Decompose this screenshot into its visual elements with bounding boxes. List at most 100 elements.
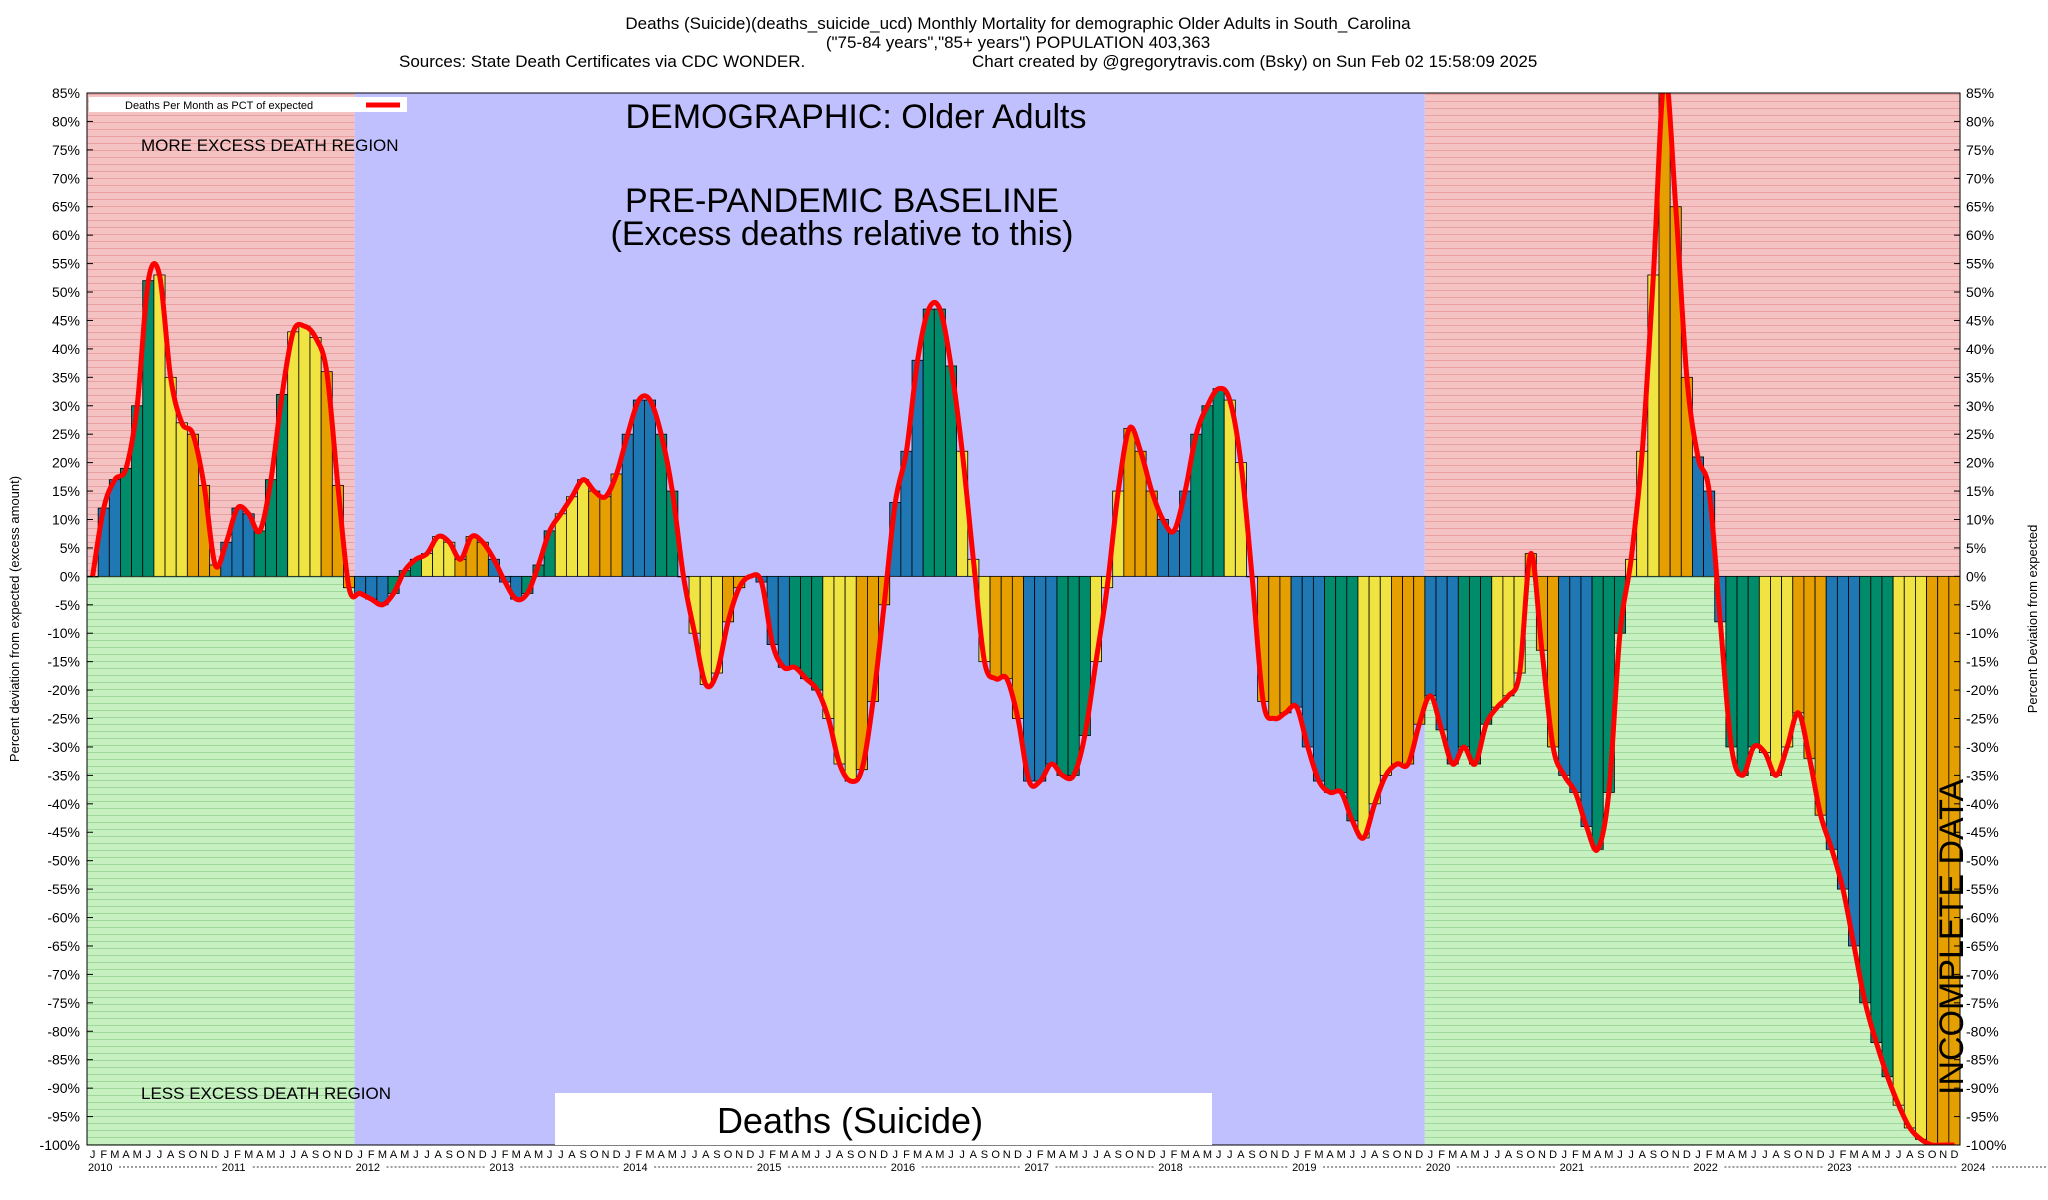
bar [632, 399, 645, 577]
bar [1457, 575, 1470, 748]
x-month-label: F [636, 1149, 643, 1161]
y-tick-label-left: -40% [47, 796, 80, 812]
deaths-pct-line [90, 93, 1955, 1145]
x-month-label: J [1227, 1149, 1233, 1161]
y-tick-label-right: 25% [1966, 426, 1994, 442]
x-month-label: O [322, 1149, 331, 1161]
y-tick-label-right: 5% [1966, 540, 1986, 556]
y-tick-label-right: -10% [1966, 625, 1999, 641]
x-month-label: S [981, 1149, 988, 1161]
x-month-label: M [1337, 1149, 1346, 1161]
bar [1692, 456, 1704, 577]
y-tick-label-left: 80% [52, 113, 80, 129]
x-month-label: J [1093, 1149, 1099, 1161]
x-month-label: D [746, 1149, 754, 1161]
legend-label: Deaths Per Month as PCT of expected [125, 100, 313, 112]
bar [1480, 575, 1493, 725]
bar [1312, 575, 1325, 782]
bar [644, 399, 656, 577]
x-month-label: F [234, 1149, 241, 1161]
chart-credit-line: Chart created by @gregorytravis.com (Bsk… [972, 52, 1537, 71]
y-tick-label-right: -5% [1966, 597, 1991, 613]
y-tick-label-left: 30% [52, 398, 80, 414]
x-month-label: O [1660, 1149, 1669, 1161]
bar [1870, 575, 1883, 1044]
chart-source-line: Sources: State Death Certificates via CD… [399, 52, 805, 71]
x-month-label: S [713, 1149, 720, 1161]
x-month-label: J [279, 1149, 285, 1161]
y-tick-label-right: 0% [1966, 568, 1986, 584]
y-tick-label-right: 30% [1966, 398, 1994, 414]
x-month-label: M [1448, 1149, 1457, 1161]
x-month-label: J [1829, 1149, 1835, 1161]
bar [1569, 575, 1582, 793]
x-month-label: N [1003, 1149, 1011, 1161]
y-tick-label-right: -80% [1966, 1023, 1999, 1039]
x-month-label: N [1270, 1149, 1278, 1161]
y-tick-label-right: -100% [1966, 1137, 2006, 1153]
x-month-label: A [524, 1149, 532, 1161]
x-month-label: O [1393, 1149, 1402, 1161]
x-month-label: J [558, 1149, 564, 1161]
cause-label-box [555, 1093, 1212, 1145]
x-month-label: O [1125, 1149, 1134, 1161]
x-month-label: F [1840, 1149, 1847, 1161]
line-series [90, 93, 1955, 1145]
y-tick-label-left: -90% [47, 1080, 80, 1096]
x-month-label: J [1428, 1149, 1434, 1161]
x-month-label: J [1495, 1149, 1501, 1161]
background-regions [87, 93, 1960, 1145]
y-tick-label-left: -20% [47, 682, 80, 698]
y-tick-label-left: -5% [55, 597, 80, 613]
x-month-label: A [1193, 1149, 1201, 1161]
x-month-label: J [1350, 1149, 1356, 1161]
bar [577, 479, 590, 577]
x-year-label: 2012 [356, 1162, 380, 1174]
y-tick-label-right: -65% [1966, 938, 1999, 954]
chart-title-line-1: Deaths (Suicide)(deaths_suicide_ucd) Mon… [625, 14, 1411, 33]
x-month-label: J [1483, 1149, 1489, 1161]
bar [1848, 575, 1861, 947]
x-month-label: J [1216, 1149, 1222, 1161]
x-month-label: F [502, 1149, 509, 1161]
x-month-label: A [1103, 1149, 1111, 1161]
x-month-label: D [1549, 1149, 1557, 1161]
x-month-label: M [400, 1149, 409, 1161]
x-year-label: 2016 [891, 1162, 915, 1174]
x-year-label: 2018 [1158, 1162, 1182, 1174]
y-tick-label-left: 20% [52, 455, 80, 471]
cause-label: Deaths (Suicide) [717, 1100, 983, 1141]
demographic-label: DEMOGRAPHIC: Older Adults [625, 98, 1086, 136]
legend: Deaths Per Month as PCT of expected [89, 97, 407, 112]
bar [822, 575, 835, 719]
y-tick-label-left: -65% [47, 938, 80, 954]
bar [1413, 575, 1426, 725]
y-tick-label-left: 15% [52, 483, 80, 499]
bar [1067, 575, 1080, 776]
bar [566, 496, 578, 577]
bar [253, 530, 266, 577]
bar [1825, 575, 1838, 850]
x-month-label: N [735, 1149, 743, 1161]
x-month-label: J [826, 1149, 832, 1161]
x-month-label: S [847, 1149, 854, 1161]
x-month-label: J [692, 1149, 698, 1161]
bar [1580, 575, 1593, 827]
x-month-label: S [579, 1149, 586, 1161]
x-month-label: M [935, 1149, 944, 1161]
bar [1168, 530, 1180, 577]
x-month-label: F [1037, 1149, 1044, 1161]
x-month-label: S [1516, 1149, 1523, 1161]
y-tick-label-left: -95% [47, 1109, 80, 1125]
y-tick-label-left: -35% [47, 767, 80, 783]
x-month-label: F [368, 1149, 375, 1161]
x-month-label: J [146, 1149, 152, 1161]
x-month-label: A [1326, 1149, 1334, 1161]
x-year-label: 2010 [88, 1162, 112, 1174]
bar [1881, 575, 1894, 1078]
x-month-label: O [858, 1149, 867, 1161]
x-month-label: J [491, 1149, 497, 1161]
x-month-label: J [413, 1149, 419, 1161]
less-excess-region-label: LESS EXCESS DEATH REGION [141, 1084, 391, 1103]
